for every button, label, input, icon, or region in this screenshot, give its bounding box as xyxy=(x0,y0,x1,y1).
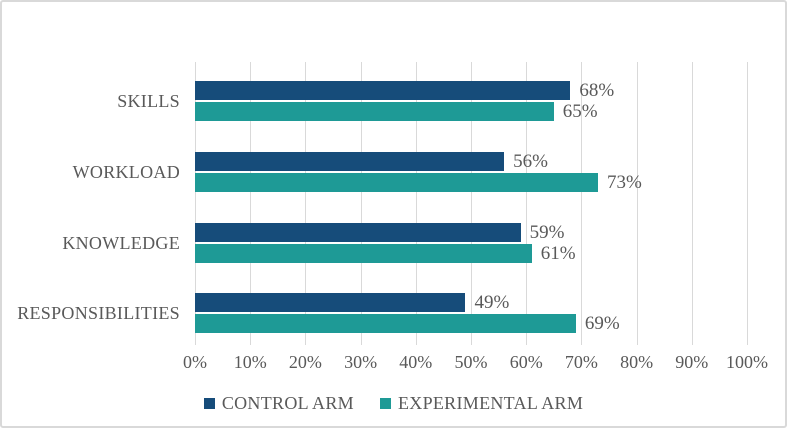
bar-value-label: 69% xyxy=(584,313,620,335)
bar-control-arm-skills xyxy=(195,81,571,100)
gridline xyxy=(415,62,417,345)
category-group-responsibilities: 49% 69% xyxy=(195,274,747,345)
legend-item-control-arm: CONTROL ARM xyxy=(203,392,354,414)
bar-value-label: 56% xyxy=(513,150,548,172)
gridline xyxy=(636,62,638,345)
x-tick-label: 40% xyxy=(399,352,433,372)
bar-value-label: 49% xyxy=(474,292,510,314)
category-axis: SKILLS WORKLOAD KNOWLEDGE RESPONSIBILITIES xyxy=(2,62,187,345)
legend-label-control-arm: CONTROL ARM xyxy=(221,393,354,413)
bar-value-label: 68% xyxy=(579,80,615,101)
bar-experimental-arm-knowledge xyxy=(195,243,532,263)
category-label-responsibilities: RESPONSIBILITIES xyxy=(17,303,180,324)
category-group-knowledge: 59% 61% xyxy=(195,204,747,275)
x-tick-label: 100% xyxy=(726,352,768,372)
gridline xyxy=(691,62,693,345)
bar-control-arm-workload xyxy=(195,151,505,171)
gridline xyxy=(581,62,583,345)
x-tick-label: 90% xyxy=(675,352,709,372)
bar-value-label: 73% xyxy=(606,171,642,193)
x-tick-label: 50% xyxy=(454,352,488,372)
x-tick-label: 60% xyxy=(509,352,543,372)
gridline xyxy=(526,62,528,345)
category-label-workload: WORKLOAD xyxy=(72,161,180,182)
plot-area: 68% 65% 56% 73% 59% 61% 49% 69% xyxy=(195,62,748,345)
value-axis: 0% 10% 20% 30% 40% 50% 60% 70% 80% 90% 100% xyxy=(2,351,785,377)
legend-swatch-control-arm xyxy=(203,397,215,409)
x-tick-label: 20% xyxy=(288,352,322,372)
gridline xyxy=(250,62,252,345)
bar-control-arm-responsibilities xyxy=(195,293,466,313)
x-tick-label: 0% xyxy=(183,352,207,372)
gridline xyxy=(305,62,307,345)
gridline xyxy=(747,62,748,345)
legend: CONTROL ARM EXPERIMENTAL ARM xyxy=(2,390,785,416)
x-tick-label: 80% xyxy=(620,352,654,372)
bar-value-label: 65% xyxy=(562,101,598,122)
legend-label-experimental-arm: EXPERIMENTAL ARM xyxy=(397,393,584,413)
bar-experimental-arm-skills xyxy=(195,102,554,121)
category-label-knowledge: KNOWLEDGE xyxy=(62,232,180,253)
x-tick-label: 30% xyxy=(344,352,378,372)
category-group-skills: 68% 65% xyxy=(195,62,747,133)
bar-value-label: 59% xyxy=(529,221,565,243)
bar-experimental-arm-workload xyxy=(195,172,598,192)
x-tick-label: 70% xyxy=(564,352,598,372)
bar-control-arm-knowledge xyxy=(195,222,521,242)
gridline xyxy=(471,62,472,345)
category-group-workload: 56% 73% xyxy=(195,133,747,204)
gridline xyxy=(195,62,196,345)
bar-experimental-arm-responsibilities xyxy=(195,314,576,334)
legend-item-experimental-arm: EXPERIMENTAL ARM xyxy=(379,392,584,414)
x-tick-label: 10% xyxy=(233,352,267,372)
category-label-skills: SKILLS xyxy=(117,91,180,111)
bar-value-label: 61% xyxy=(540,242,576,264)
gridline xyxy=(360,62,362,345)
legend-swatch-experimental-arm xyxy=(379,397,391,409)
